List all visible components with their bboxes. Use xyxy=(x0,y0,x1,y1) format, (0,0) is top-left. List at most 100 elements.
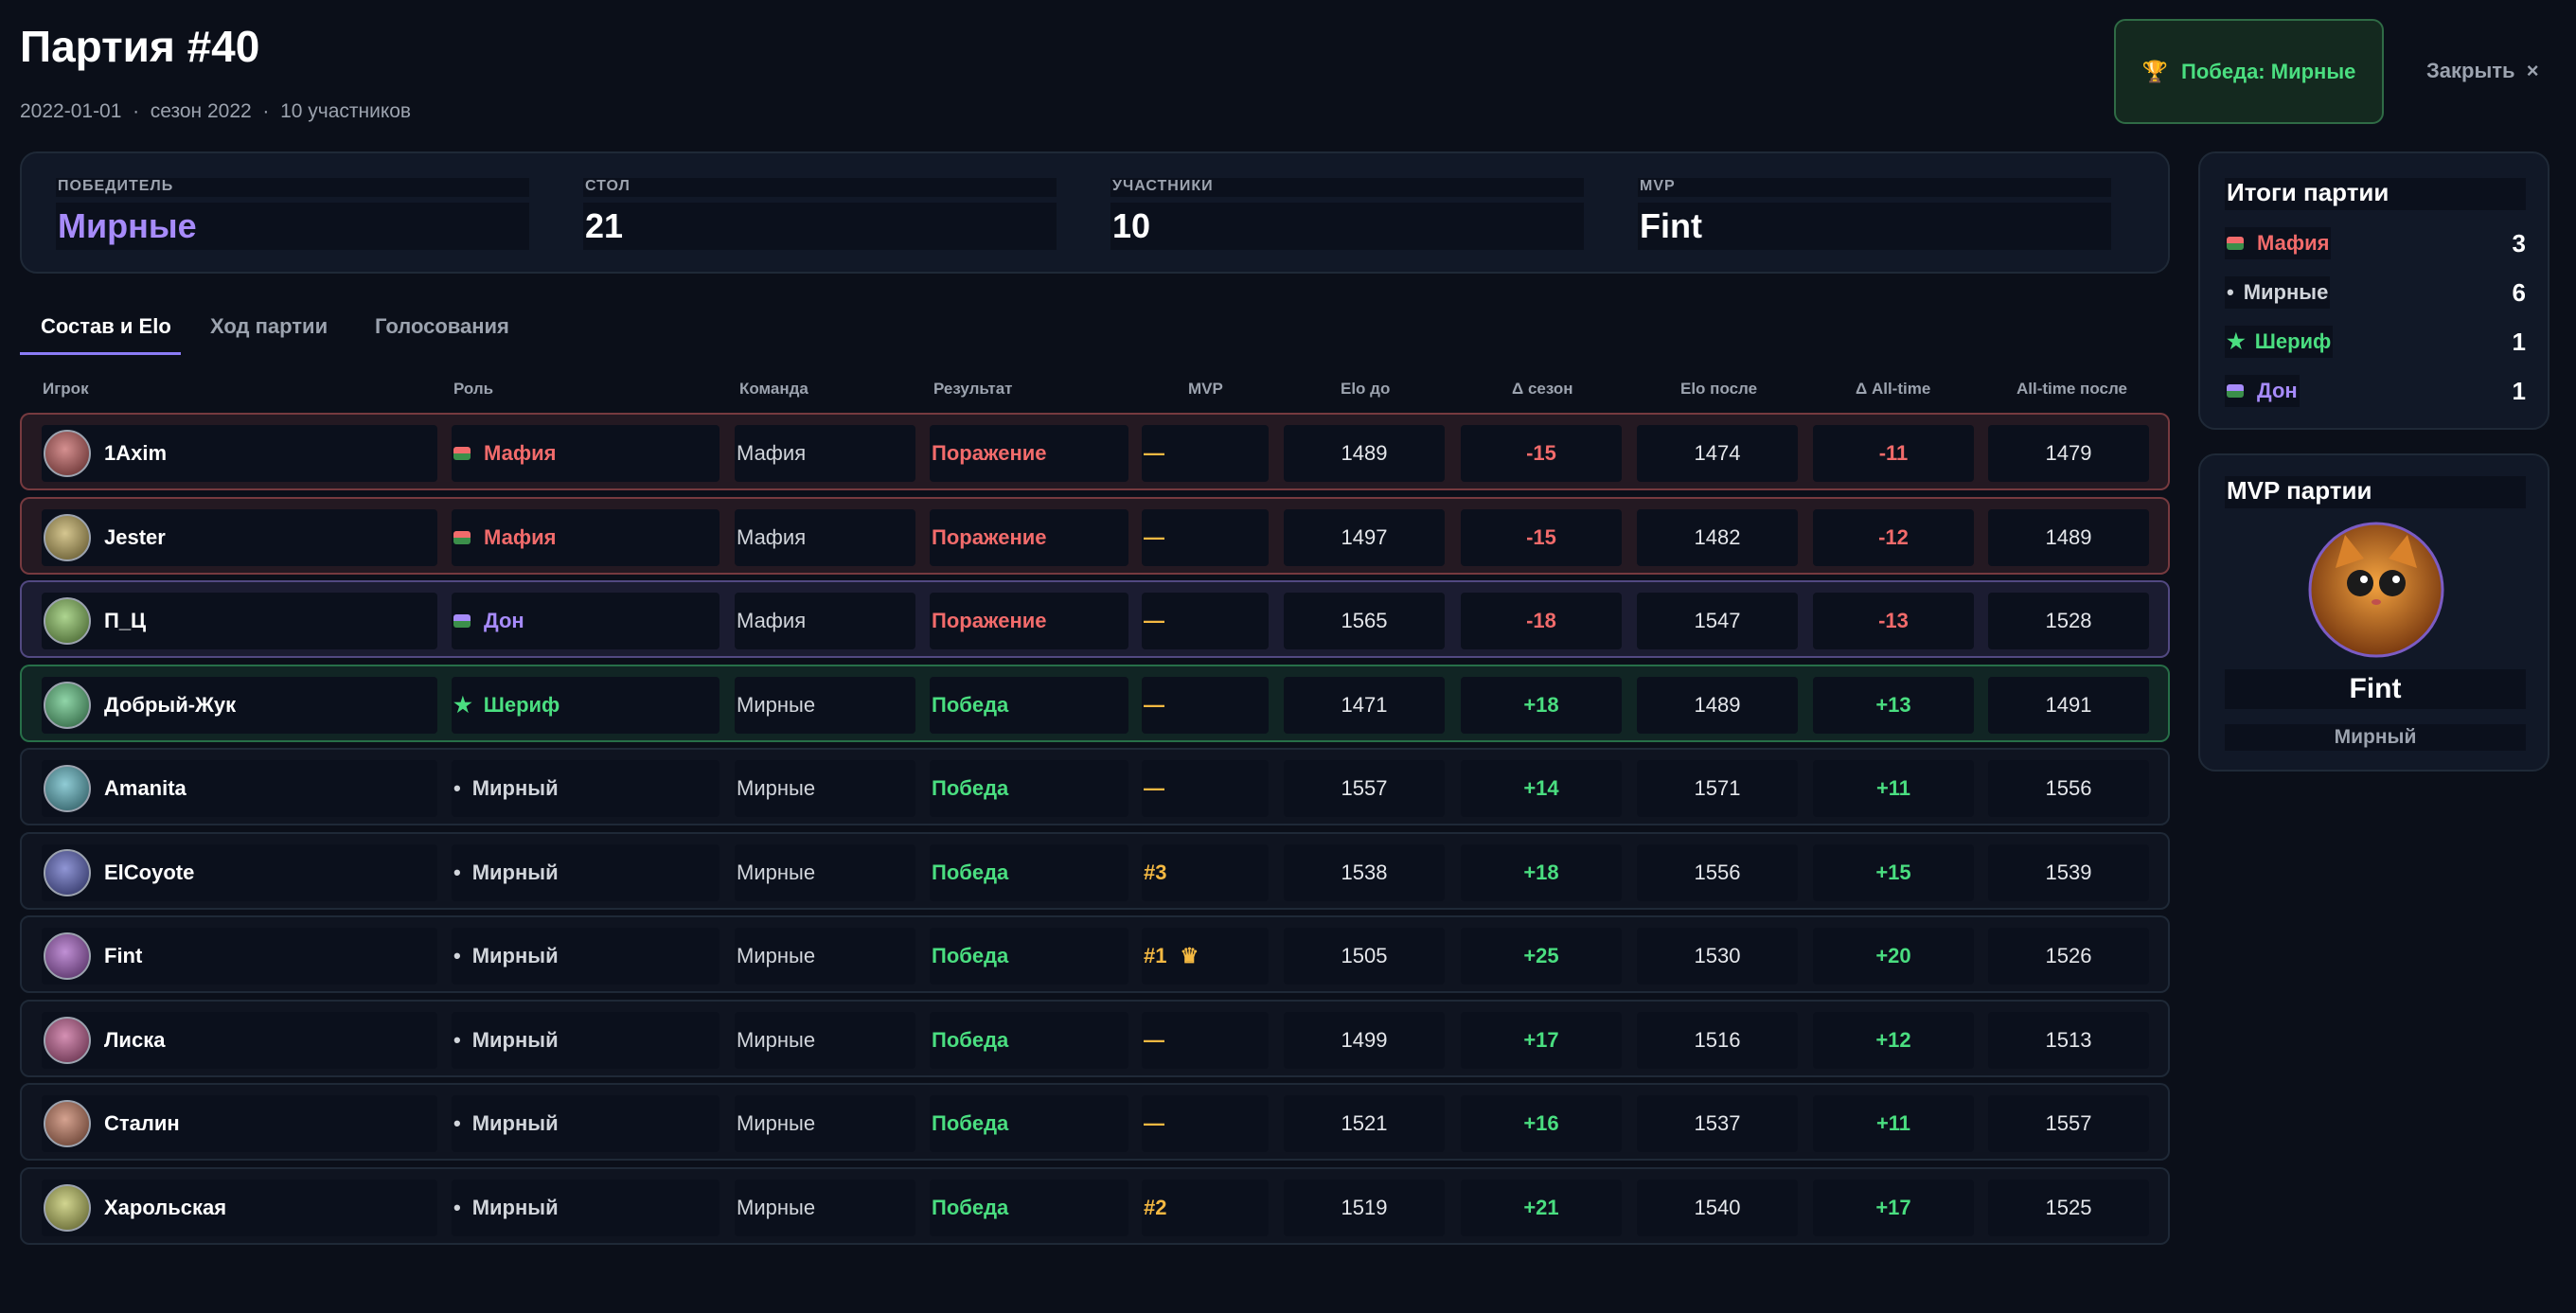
mvp: #2 xyxy=(1144,1195,1167,1219)
cell: 1479 xyxy=(1988,425,2149,482)
tab[interactable]: Голосования xyxy=(375,314,509,338)
table-row[interactable]: П_Ц Дон Мафия Поражение — 1565 -18 1547 -13 1528 xyxy=(20,580,2170,658)
role-icon xyxy=(453,614,471,628)
cell: 1489 xyxy=(1988,508,2149,566)
table-row[interactable]: 1Axim Мафия Мафия Поражение — 1489 -15 1474 -11 1… xyxy=(20,413,2170,490)
player-name: Amanita xyxy=(104,776,187,800)
elo: 1499 xyxy=(1341,1027,1388,1052)
role-icon: • xyxy=(453,944,461,967)
cell: • Мирный xyxy=(452,1011,720,1069)
cell: Поражение xyxy=(930,508,1128,566)
role-name: Мирный xyxy=(471,1111,559,1135)
player-name: П_Ц xyxy=(104,609,147,632)
trophy-icon: 🏆 xyxy=(2141,59,2169,83)
totals-count: 6 xyxy=(2512,277,2526,307)
mvp-panel: MVP партии Fint Мирный xyxy=(2198,453,2549,772)
totals-icon: ★ xyxy=(2227,329,2246,353)
cell: — xyxy=(1142,760,1269,817)
cell: #2 xyxy=(1142,1179,1269,1236)
result: Поражение xyxy=(932,609,1047,632)
cell: 1482 xyxy=(1637,508,1798,566)
role-icon xyxy=(453,530,471,544)
cell: Победа xyxy=(930,1011,1128,1069)
avatar xyxy=(44,597,91,645)
cell: +25 xyxy=(1461,928,1622,985)
cell: +14 xyxy=(1461,760,1622,817)
delta: -13 xyxy=(1878,609,1909,632)
cell: Победа xyxy=(930,676,1128,734)
cell: — xyxy=(1142,1095,1269,1152)
mvp: — xyxy=(1144,1027,1164,1052)
close-button[interactable]: Закрыть × xyxy=(2426,59,2539,82)
tab[interactable]: Состав и Elo xyxy=(41,314,171,338)
role-icon xyxy=(2227,237,2244,250)
cell: 1537 xyxy=(1637,1095,1798,1152)
table-row[interactable]: Amanita • Мирный Мирные Победа — 1557 +14 1571 +1… xyxy=(20,748,2170,825)
cell: -11 xyxy=(1813,425,1974,482)
elo: 1489 xyxy=(2045,524,2092,549)
cell: Лиска xyxy=(42,1011,437,1069)
column-header: Результат xyxy=(933,380,1013,398)
delta: +17 xyxy=(1523,1027,1559,1052)
tabs: Состав и Elo Ход партии Голосования xyxy=(0,303,2177,360)
date: 2022-01-01 xyxy=(20,100,122,122)
player-name: Сталин xyxy=(104,1111,180,1135)
elo: 1530 xyxy=(1694,944,1741,967)
cell: Мирные xyxy=(735,928,915,985)
cell: Мирные xyxy=(735,676,915,734)
elo: 1540 xyxy=(1694,1195,1741,1219)
player-name: Fint xyxy=(104,944,143,967)
delta: -11 xyxy=(1878,441,1909,465)
table-row[interactable]: Добрый-Жук ★ Шериф Мирные Победа — 1471 +18 1489… xyxy=(20,664,2170,742)
cell: Победа xyxy=(930,760,1128,817)
totals-name: Дон xyxy=(2257,379,2298,402)
cell: Мафия xyxy=(735,593,915,649)
cell: #1 ♛ xyxy=(1142,928,1269,985)
team: Мирные xyxy=(737,860,816,884)
column-header: Δ All-time xyxy=(1856,380,1931,398)
tab[interactable]: Ход партии xyxy=(210,314,329,338)
totals-count: 1 xyxy=(2512,327,2526,356)
mvp: — xyxy=(1144,441,1164,465)
elo: 1521 xyxy=(1341,1111,1388,1135)
table: Игрок Роль Команда Результат MVP Elo до Δ сезо… xyxy=(0,374,2177,1254)
table-row[interactable]: ElCoyote • Мирный Мирные Победа #3 1538 +18 1556… xyxy=(20,831,2170,910)
elo: 1571 xyxy=(1694,776,1741,800)
role-name: Шериф xyxy=(483,692,560,717)
player-name: 1Axim xyxy=(104,441,168,465)
cell: — xyxy=(1142,593,1269,649)
table-row[interactable]: Jester Мафия Мафия Поражение — 1497 -15 1482 -12… xyxy=(20,496,2170,575)
table-row[interactable]: Fint • Мирный Мирные Победа #1 ♛ 1505 +25 1530 +20… xyxy=(20,915,2170,993)
cell: +18 xyxy=(1461,843,1622,901)
role-name: Мирный xyxy=(471,860,559,884)
cell: Харольская xyxy=(42,1179,437,1236)
delta: -15 xyxy=(1526,524,1556,549)
cell: 1513 xyxy=(1988,1011,2149,1069)
cell: 1471 xyxy=(1284,676,1445,734)
table-row[interactable]: Лиска • Мирный Мирные Победа — 1499 +17 1516 +12 1… xyxy=(20,999,2170,1077)
cell: Мирные xyxy=(735,843,915,901)
result: Поражение xyxy=(932,524,1047,549)
cell: • Мирный xyxy=(452,760,720,817)
cell: 1528 xyxy=(1988,593,2149,649)
summary-label: ПОБЕДИТЕЛЬ xyxy=(56,178,529,197)
title: Партия #40 xyxy=(20,22,260,71)
cell: — xyxy=(1142,1011,1269,1069)
cell: +17 xyxy=(1813,1179,1974,1236)
table-row[interactable]: Сталин • Мирный Мирные Победа — 1521 +16 1537 +11… xyxy=(20,1083,2170,1161)
cell: Мафия xyxy=(452,425,720,482)
cell: +15 xyxy=(1813,843,1974,901)
table-row[interactable]: Харольская • Мирный Мирные Победа #2 1519 +21 15… xyxy=(20,1166,2170,1245)
delta: +25 xyxy=(1523,944,1559,967)
role-name: Мафия xyxy=(484,524,557,549)
totals-item: Мафия xyxy=(2225,227,2332,259)
delta: -15 xyxy=(1526,441,1556,465)
cell: +20 xyxy=(1813,928,1974,985)
cell: 1557 xyxy=(1988,1095,2149,1152)
role-icon: • xyxy=(453,1195,461,1219)
elo: 1557 xyxy=(1341,776,1388,800)
role-icon: ★ xyxy=(453,692,472,717)
player-name: Добрый-Жук xyxy=(104,692,237,717)
elo: 1537 xyxy=(1694,1111,1741,1135)
